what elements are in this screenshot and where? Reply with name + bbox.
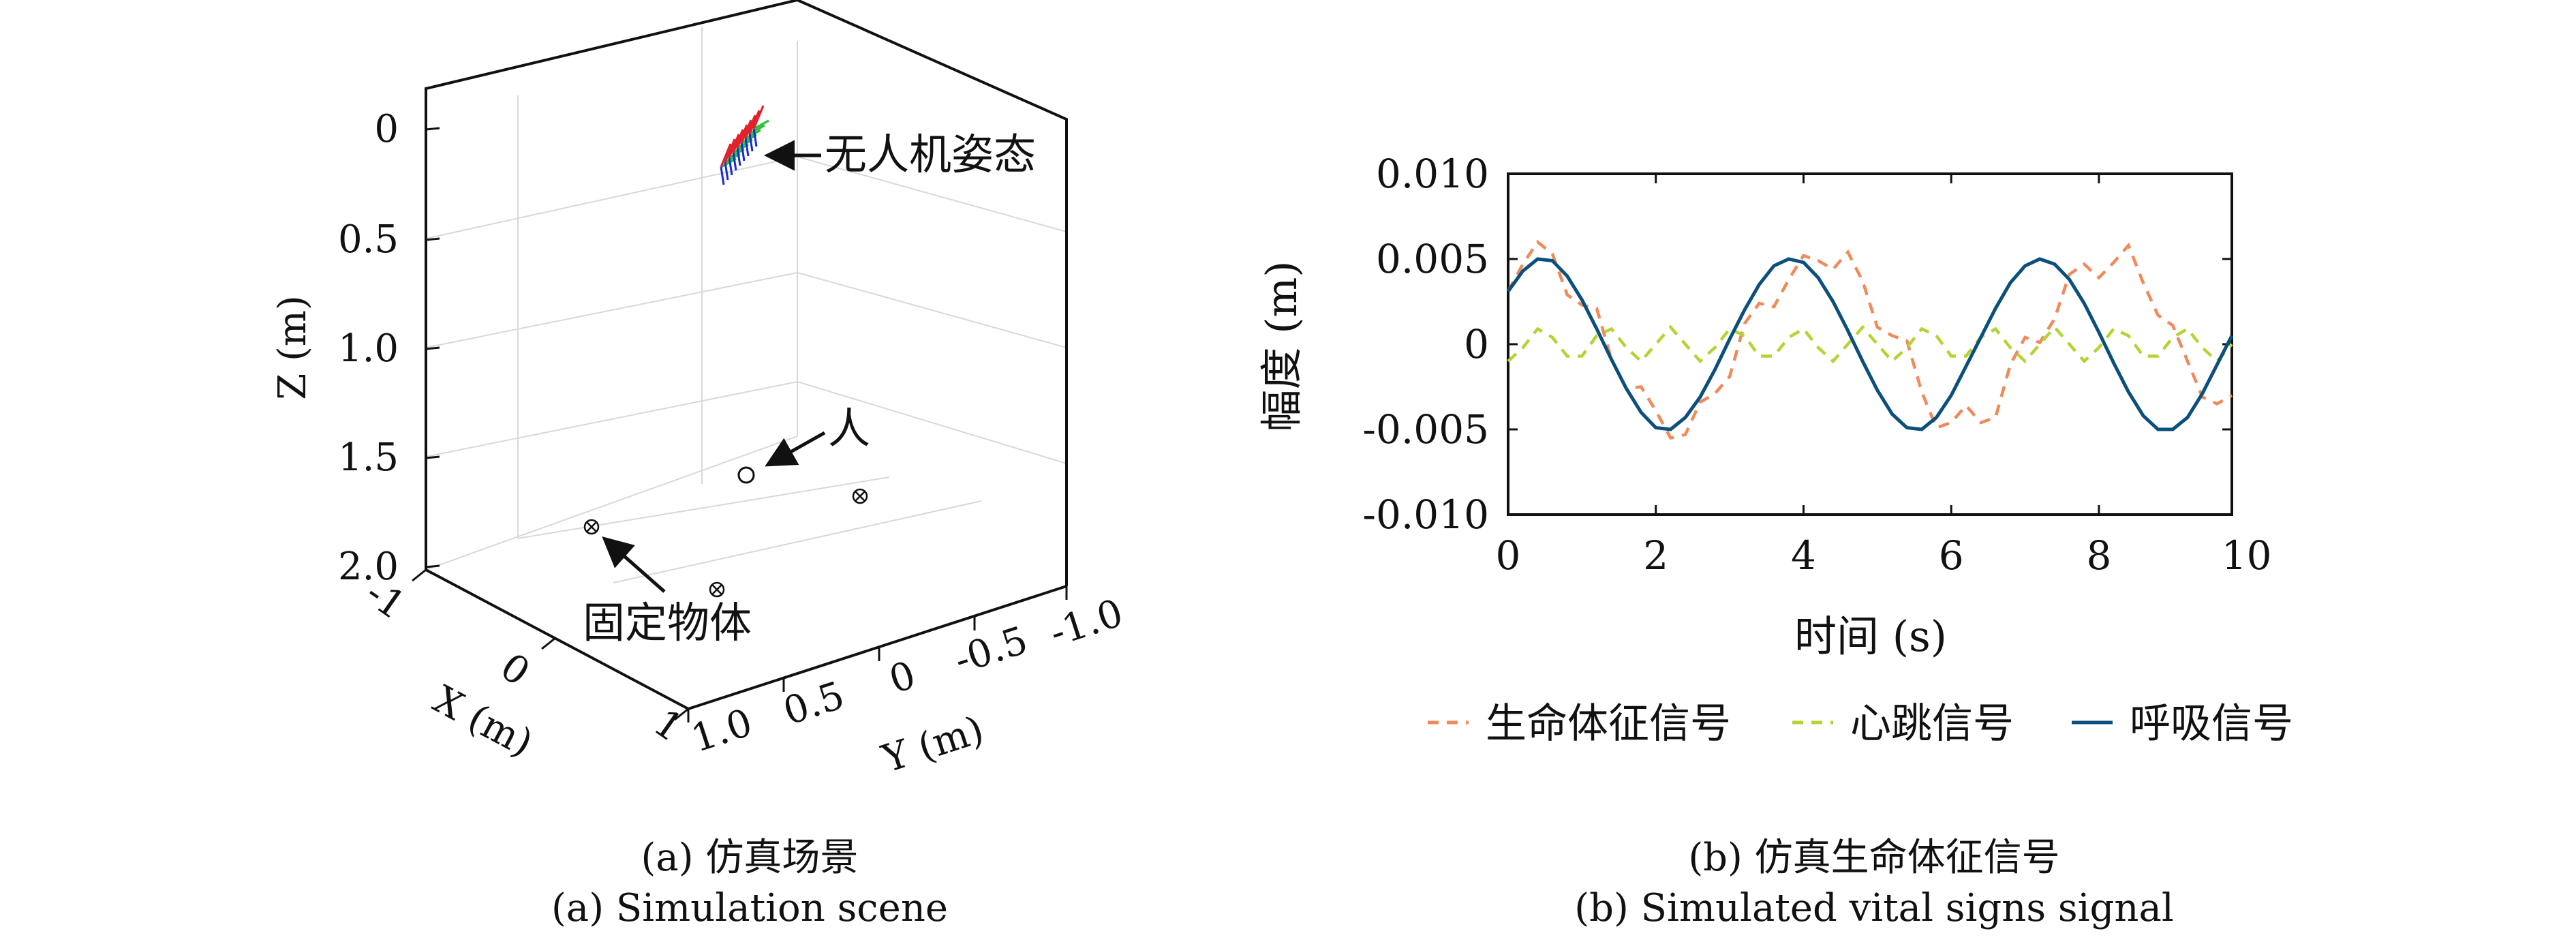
x-tick-label: 1 <box>645 701 690 751</box>
x-axis-label: X (m) <box>426 677 540 766</box>
series-layer <box>1506 239 2234 440</box>
caption-chart: (b) 仿真生命体征信号 (b) Simulated vital signs s… <box>1533 833 2215 934</box>
y-tick-label: -1.0 <box>1045 591 1129 656</box>
y-tick-label: -0.005 <box>1362 406 1489 453</box>
drone-attitude-axis <box>744 115 756 139</box>
z-tick-label: 1.5 <box>338 436 399 480</box>
series-line-3 <box>1506 257 2234 431</box>
drone-attitude-axis <box>744 138 750 157</box>
caption-scene: (a) 仿真场景 (a) Simulation scene <box>429 833 1070 934</box>
legend-label: 呼吸信号 <box>2130 700 2293 748</box>
drone-attitude-axis <box>720 166 725 185</box>
drone-attitude-axis <box>724 162 729 181</box>
x-axis-ticks <box>412 568 689 721</box>
series-line-2 <box>1507 324 2233 364</box>
drone-attitude-axis <box>740 119 752 144</box>
y-axis-ticks <box>687 586 1068 722</box>
vital-signs-chart: 0.010 0.005 0 -0.005 -0.010 0 2 4 6 8 10 幅度 (m) 时… <box>1257 151 2293 748</box>
y-tick-label: 0 <box>884 653 921 703</box>
x-tick-label: 6 <box>1939 532 1964 579</box>
drone-attitude-axis <box>732 129 744 153</box>
x-axis-ticks: 0 2 4 6 8 10 <box>1496 174 2272 579</box>
y-tick-label: 0 <box>1464 321 1489 367</box>
y-axis-ticks: 0.010 0.005 0 -0.005 -0.010 <box>1362 151 2232 538</box>
drone-attitude-axis <box>724 138 736 163</box>
legend: 生命体征信号 心跳信号 呼吸信号 <box>1428 700 2293 748</box>
y-tick-label: 0.005 <box>1376 236 1489 282</box>
drone-attitude-axis <box>753 119 769 130</box>
caption-chart-cn: (b) 仿真生命体征信号 <box>1688 836 2060 880</box>
x-tick-label: 2 <box>1643 532 1668 579</box>
drone-attitude-axis <box>736 124 748 149</box>
x-tick-label: 8 <box>2086 532 2111 579</box>
drone-attitude-axis <box>732 152 737 171</box>
drone-attitude-axis <box>736 147 741 166</box>
fixed-object-annotation: 固定物体 <box>583 598 752 648</box>
y-tick-label: 0.010 <box>1376 151 1489 197</box>
person-annotation: 人 <box>828 404 870 453</box>
person-arrow <box>765 431 826 467</box>
drone-attitude-axis <box>728 134 740 158</box>
drone-attitude-marks <box>720 105 769 185</box>
y-axis-label: 幅度 (m) <box>1257 261 1306 432</box>
scene-grid <box>425 27 1067 583</box>
fixed-object-marker <box>852 488 868 504</box>
person-marker <box>737 466 755 484</box>
drone-attitude-axis <box>748 133 754 152</box>
drone-attitude-axis <box>740 142 746 162</box>
drone-attitude-axis <box>749 124 765 135</box>
z-tick-label: 2.0 <box>338 545 399 589</box>
fixed-object-marker <box>583 519 600 535</box>
series-line-1 <box>1507 239 2233 440</box>
x-tick-label: 10 <box>2222 532 2272 579</box>
drone-attitude-axis <box>745 129 761 140</box>
legend-label: 生命体征信号 <box>1486 700 1731 748</box>
drone-attitude-axis <box>720 143 732 168</box>
z-tick-label: 0 <box>374 107 399 151</box>
drone-attitude-axis <box>752 128 758 147</box>
drone-attitude-axis <box>748 110 761 134</box>
fixed-object-marker <box>709 581 725 598</box>
y-tick-label: 0.5 <box>778 673 850 734</box>
drone-attitude-axis <box>728 157 733 176</box>
y-tick-label: -0.5 <box>949 618 1033 683</box>
simulation-scene-3d: 0 0.5 1.0 1.5 2.0 Z (m) -1 0 1 X (m) <box>271 0 1129 782</box>
caption-scene-en: (a) Simulation scene <box>551 886 949 930</box>
legend-label: 心跳信号 <box>1850 700 2014 748</box>
x-tick-label: 0 <box>1496 532 1521 579</box>
x-tick-label: 4 <box>1791 532 1816 579</box>
z-tick-label: 0.5 <box>338 217 399 262</box>
z-tick-label: 1.0 <box>338 326 399 371</box>
caption-chart-en: (b) Simulated vital signs signal <box>1574 886 2174 930</box>
y-axis-label: Y (m) <box>876 707 989 782</box>
x-axis-label: 时间 (s) <box>1794 611 1947 661</box>
plot-frame <box>1507 172 2233 516</box>
y-tick-label: 1.0 <box>686 701 758 761</box>
z-axis-label: Z (m) <box>271 295 315 400</box>
y-tick-label: -0.010 <box>1362 491 1489 538</box>
drone-annotation: 无人机姿态 <box>825 130 1036 179</box>
drone-attitude-axis <box>752 105 765 130</box>
caption-scene-cn: (a) 仿真场景 <box>641 836 859 880</box>
x-tick-label: 0 <box>492 645 537 695</box>
fixed-object-arrow <box>602 536 666 593</box>
z-axis-ticks <box>425 127 440 568</box>
